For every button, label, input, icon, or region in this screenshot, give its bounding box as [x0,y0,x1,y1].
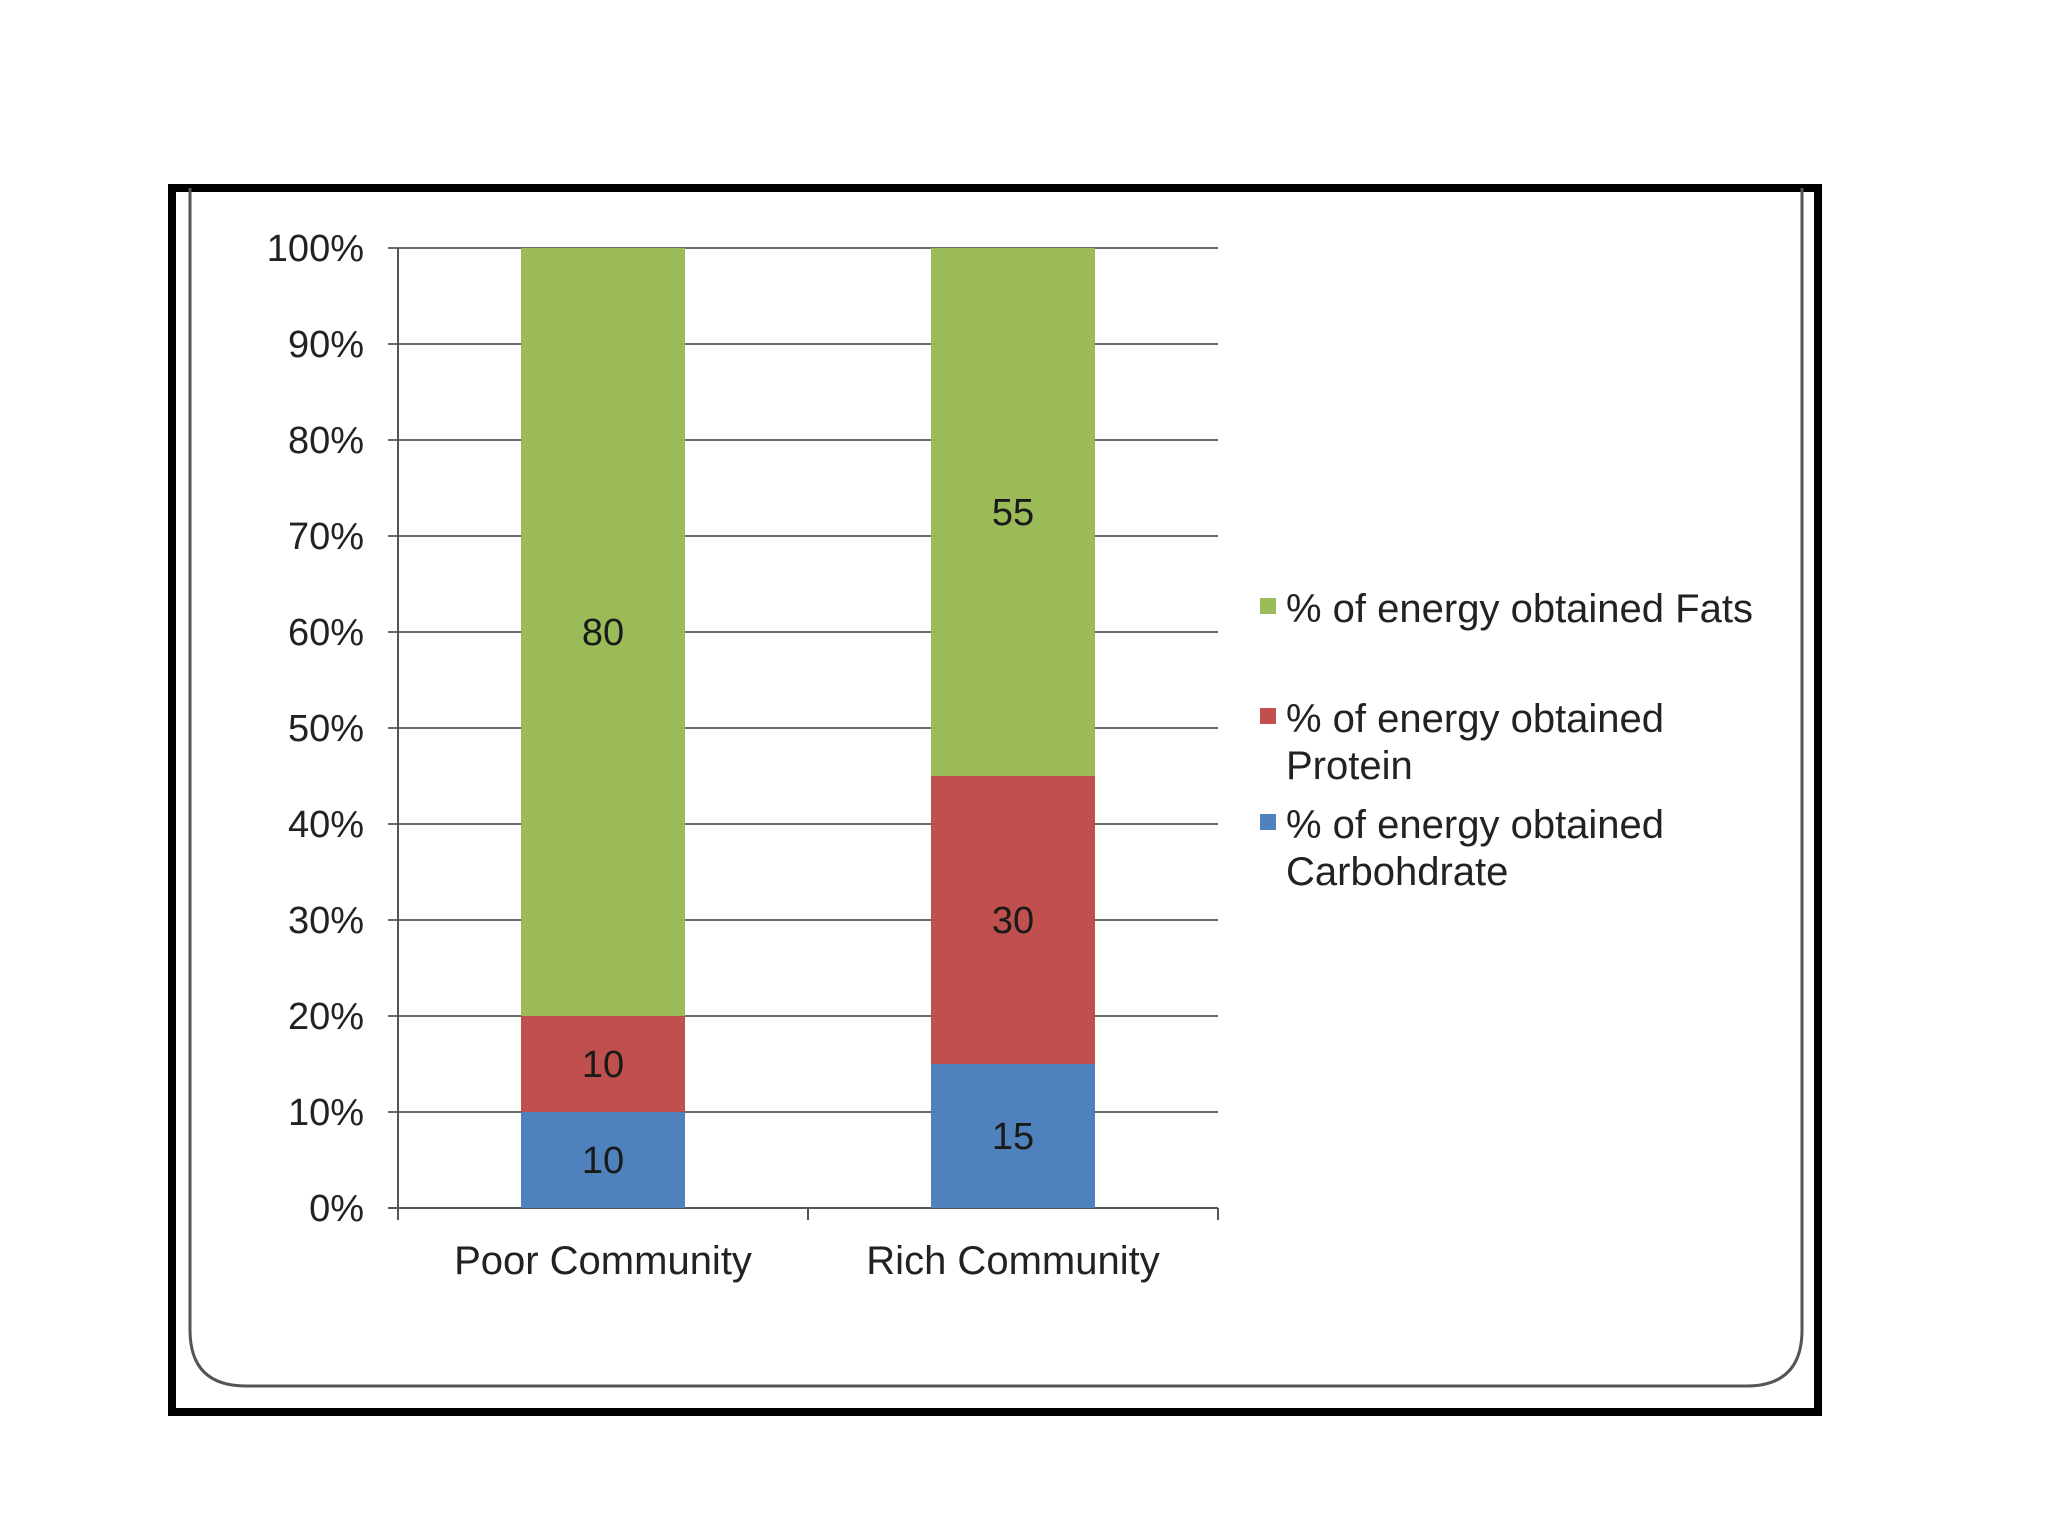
data-label: 30 [992,900,1034,942]
y-tick-label: 0% [309,1188,364,1230]
category-label: Poor Community [454,1239,752,1283]
legend-swatch [1260,814,1276,830]
y-tick-label: 20% [288,996,364,1038]
data-label: 15 [992,1116,1034,1158]
axes: 0% 10% 20% 30% 40% 50% 60% 70% 80% 90% 100% Poor Co… [267,228,1219,1283]
legend-label: % of energy obtained [1286,697,1664,741]
data-label: 10 [582,1044,624,1086]
category-label: Rich Community [866,1239,1159,1283]
y-tick-label: 50% [288,708,364,750]
bar-segment [521,248,685,1016]
data-labels: 10 10 80 15 30 55 [582,492,1034,1182]
y-tick-label: 30% [288,900,364,942]
bar-segment [931,1064,1095,1208]
legend-label: % of energy obtained Fats [1286,587,1753,631]
data-label: 10 [582,1140,624,1182]
bar-segment [521,1112,685,1208]
legend-swatch [1260,708,1276,724]
legend-label: % of energy obtained [1286,803,1664,847]
y-tick-label: 10% [288,1092,364,1134]
data-label: 55 [992,492,1034,534]
data-label: 80 [582,612,624,654]
inner-rounded-panel [188,188,1804,1388]
bars [521,248,1095,1208]
bar-segment [521,1016,685,1112]
legend: % of energy obtained Fats % of energy obt… [1260,587,1753,894]
bar-segment [931,248,1095,776]
y-tick-label: 100% [267,228,364,270]
legend-label: Protein [1286,744,1413,788]
bar-segment [931,776,1095,1064]
y-tick-label: 70% [288,516,364,558]
y-tick-label: 90% [288,324,364,366]
y-tick-label: 60% [288,612,364,654]
y-tick-label: 80% [288,420,364,462]
legend-swatch [1260,598,1276,614]
legend-label: Carbohdrate [1286,850,1508,894]
y-tick-label: 40% [288,804,364,846]
